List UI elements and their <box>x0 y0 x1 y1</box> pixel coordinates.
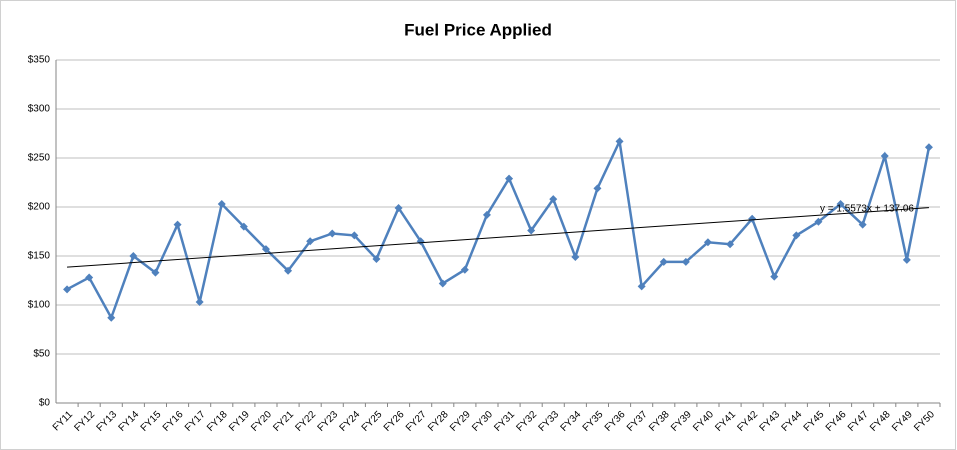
data-point <box>549 195 558 204</box>
data-point <box>681 257 690 266</box>
data-point <box>129 252 138 260</box>
data-point <box>726 240 735 249</box>
data-point <box>858 220 867 229</box>
data-point <box>107 313 116 322</box>
chart-title: Fuel Price Applied <box>404 20 552 39</box>
data-point <box>836 200 845 209</box>
y-tick-label: $250 <box>28 153 51 164</box>
data-point <box>703 238 712 247</box>
y-tick-label: $50 <box>33 349 50 360</box>
data-point <box>372 254 381 263</box>
data-point <box>284 266 293 275</box>
data-point <box>350 231 359 240</box>
data-point <box>880 152 889 161</box>
data-point <box>637 282 646 291</box>
data-point <box>328 229 337 238</box>
data-point <box>306 237 315 246</box>
data-point <box>460 265 469 274</box>
data-point <box>438 279 447 288</box>
data-point <box>902 255 911 264</box>
data-point <box>571 252 580 261</box>
y-tick-label: $150 <box>28 251 51 262</box>
data-point <box>217 200 226 209</box>
data-point <box>792 231 801 240</box>
data-point <box>814 217 823 226</box>
data-point <box>261 245 270 254</box>
data-point <box>505 174 514 183</box>
data-point <box>924 143 933 152</box>
data-point <box>173 220 182 229</box>
series-line <box>66 137 931 321</box>
data-point <box>482 210 491 219</box>
y-tick-label: $350 <box>28 55 51 66</box>
y-tick-label: $300 <box>28 104 51 115</box>
data-point <box>239 222 248 231</box>
data-point <box>770 272 779 281</box>
data-point <box>151 268 160 277</box>
data-point <box>593 184 602 193</box>
data-point <box>85 273 94 282</box>
trendline-label: y = 1.5573x + 137.06 <box>820 204 914 215</box>
data-point <box>659 257 668 266</box>
data-point <box>394 203 403 212</box>
y-tick-label: $0 <box>39 398 51 409</box>
y-tick-label: $200 <box>28 202 51 213</box>
y-tick-label: $100 <box>28 300 51 311</box>
data-point <box>527 226 536 235</box>
data-point <box>748 214 757 223</box>
data-point <box>615 137 624 146</box>
data-point <box>195 298 204 307</box>
data-point <box>63 285 72 294</box>
trendline <box>67 207 929 268</box>
